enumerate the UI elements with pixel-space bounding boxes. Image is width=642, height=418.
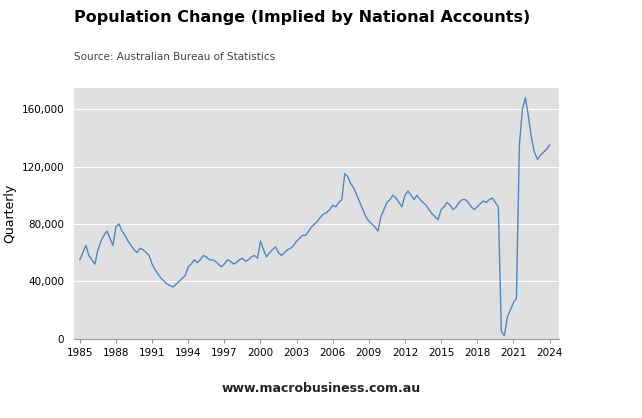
Text: BUSINESS: BUSINESS [571,58,626,68]
Text: www.macrobusiness.com.au: www.macrobusiness.com.au [221,382,421,395]
Text: MACRO: MACRO [571,24,626,37]
Text: Source: Australian Bureau of Statistics: Source: Australian Bureau of Statistics [74,52,275,62]
Text: Population Change (Implied by National Accounts): Population Change (Implied by National A… [74,10,530,25]
Y-axis label: Quarterly: Quarterly [3,184,16,243]
